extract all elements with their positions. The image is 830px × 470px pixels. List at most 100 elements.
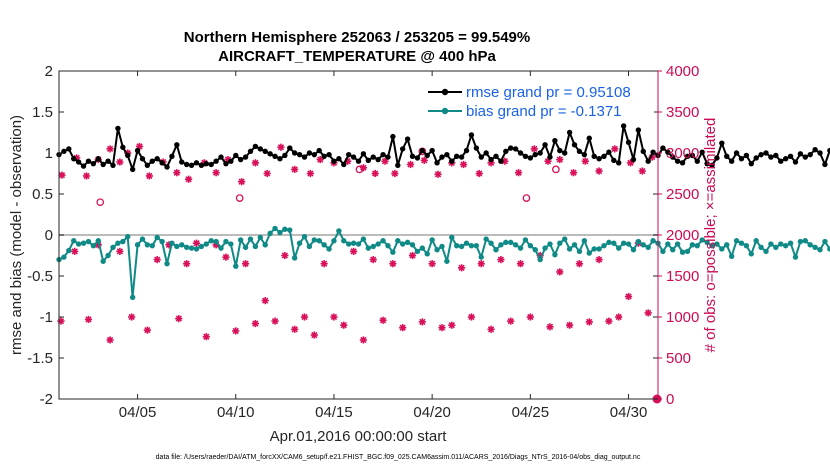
rmse-point — [807, 151, 813, 158]
obs-marker-core — [253, 321, 257, 326]
obs-assimilated-marker — [241, 260, 250, 268]
obs-marker-core — [84, 174, 89, 178]
rmse-point — [699, 149, 705, 155]
rmse-point — [522, 153, 529, 159]
rmse-point — [468, 132, 475, 138]
y-tick-label: 0.5 — [32, 186, 53, 203]
obs-assimilated-marker — [349, 247, 358, 255]
bias-point — [802, 238, 808, 244]
rmse-point — [493, 153, 499, 159]
bias-point — [429, 237, 435, 243]
obs-marker-core — [73, 249, 77, 253]
bias-point — [773, 244, 779, 250]
obs-possible-marker — [291, 165, 299, 173]
rmse-point — [223, 160, 229, 167]
bias-point — [483, 236, 489, 242]
rmse-point — [660, 145, 666, 151]
rmse-point — [591, 153, 597, 159]
obs-possible-marker — [212, 169, 220, 177]
bias-point — [557, 240, 563, 246]
rmse-point — [488, 156, 494, 163]
rmse-point — [120, 144, 126, 150]
obs-assimilated-marker — [251, 319, 259, 328]
y-right-tick-label: 3000 — [666, 145, 699, 162]
rmse-point — [822, 161, 828, 168]
rmse-point — [571, 142, 578, 148]
obs-marker-core — [440, 326, 444, 330]
obs-possible-marker — [638, 167, 646, 175]
rmse-point — [331, 158, 337, 164]
rmse-point — [390, 133, 396, 140]
x-tick-label: 04/15 — [315, 404, 353, 421]
bias-point — [223, 238, 229, 245]
obs-marker-core — [342, 323, 346, 327]
obs-marker-core — [204, 335, 208, 339]
x-tick-label: 04/20 — [413, 404, 451, 421]
obs-marker-core — [147, 174, 151, 178]
rmse-point — [144, 162, 151, 168]
rmse-point — [139, 156, 146, 162]
bias-point — [188, 245, 195, 251]
rmse-point — [75, 159, 82, 165]
rmse-point — [395, 162, 401, 168]
bias-point — [778, 241, 784, 247]
obs-marker-core — [234, 329, 238, 333]
obs-marker-core — [293, 167, 297, 171]
bias-point — [296, 240, 303, 246]
obs-assimilated-marker — [566, 321, 574, 329]
bias-point — [134, 242, 141, 248]
rmse-point — [90, 160, 97, 167]
obs-assimilated-marker — [379, 316, 387, 324]
rmse-point — [365, 157, 372, 164]
rmse-point — [419, 147, 426, 154]
obs-assimilated-marker — [175, 315, 183, 323]
rmse-point — [193, 160, 200, 166]
bias-point — [650, 238, 656, 244]
obs-possible-marker — [82, 172, 91, 180]
obs-marker-core — [194, 241, 199, 245]
bias-point — [95, 238, 101, 244]
bias-point — [139, 236, 146, 242]
x-tick-label: 04/05 — [119, 404, 157, 421]
bias-point — [345, 241, 352, 247]
bias-point — [827, 246, 830, 252]
bias-point — [822, 238, 828, 245]
bias-point — [792, 254, 799, 260]
obs-marker-core — [571, 171, 576, 175]
rmse-point — [80, 163, 87, 169]
obs-marker-core — [420, 320, 424, 324]
y-right-tick-label: 2000 — [666, 227, 699, 244]
rmse-point — [498, 158, 504, 164]
obs-marker-core — [430, 262, 434, 266]
bias-point — [331, 238, 337, 244]
obs-marker-core — [130, 315, 134, 319]
obs-marker-core — [626, 294, 631, 299]
obs-marker-core — [253, 161, 257, 165]
rmse-point — [95, 156, 101, 162]
obs-assimilated-marker — [624, 292, 633, 301]
bias-point — [375, 241, 381, 247]
obs-assimilated-marker — [71, 247, 79, 255]
rmse-point — [164, 164, 170, 170]
legend-rmse-label: rmse grand pr = 0.95108 — [466, 84, 631, 101]
obs-marker-core — [461, 162, 466, 167]
obs-assimilated-marker — [467, 313, 476, 321]
rmse-point — [562, 150, 568, 156]
obs-assimilated-marker — [615, 313, 623, 321]
obs-assimilated-marker — [222, 253, 230, 261]
obs-assimilated-marker — [192, 239, 201, 247]
rmse-point — [125, 152, 131, 159]
obs-assimilated-marker — [340, 321, 348, 329]
obs-marker-core — [617, 315, 621, 319]
obs-assimilated-marker — [281, 251, 289, 260]
rmse-point — [296, 151, 303, 158]
bias-point — [434, 247, 440, 253]
bias-point — [75, 241, 82, 247]
legend-rmse-marker — [441, 88, 449, 96]
obs-marker-core — [224, 255, 228, 259]
obs-marker-core — [509, 319, 513, 323]
y-right-tick-label: 1000 — [666, 309, 699, 326]
bias-point — [743, 242, 750, 249]
obs-marker-core — [558, 157, 562, 162]
